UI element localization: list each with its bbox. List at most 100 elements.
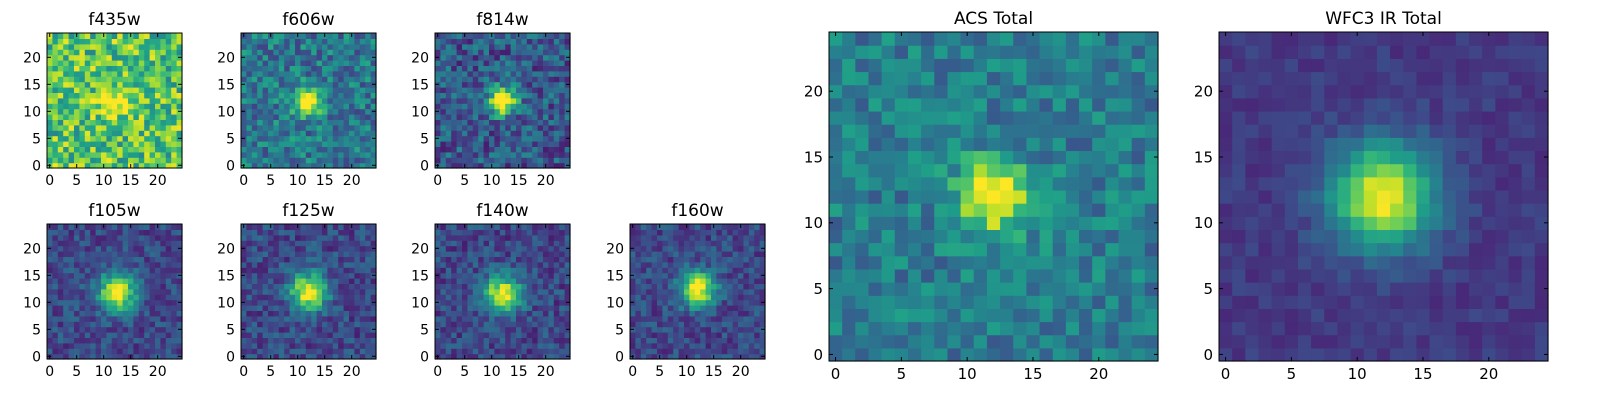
x-tick-label: 10 [95, 364, 113, 380]
heatmap-cell [117, 240, 124, 247]
heatmap-cell [47, 283, 53, 290]
heatmap-cell [165, 151, 172, 158]
heatmap-cell [456, 278, 463, 284]
heatmap-cell [149, 108, 156, 115]
x-tick-label: 5 [655, 364, 664, 380]
heatmap-cell [332, 305, 339, 311]
heatmap-cell [359, 256, 366, 263]
heatmap-cell [284, 245, 291, 252]
heatmap-cell [289, 305, 296, 311]
heatmap-cell [516, 256, 522, 263]
heatmap-cell [743, 332, 750, 338]
heatmap-cell [63, 70, 70, 77]
heatmap-cell [311, 141, 318, 147]
heatmap-cell [489, 294, 495, 301]
x-tick-label: 20 [537, 173, 555, 189]
heatmap-cell [1026, 163, 1041, 178]
heatmap-cell [365, 141, 372, 147]
heatmap-cell [257, 103, 264, 110]
heatmap-cell [117, 283, 124, 290]
heatmap-cell [160, 240, 167, 247]
heatmap-cell [160, 278, 167, 284]
heatmap-cell [370, 87, 377, 93]
heatmap-cell [138, 224, 145, 230]
heatmap-cell [268, 272, 274, 279]
heatmap-cell [759, 240, 766, 247]
heatmap-cell [144, 87, 151, 93]
heatmap-cell [95, 108, 102, 115]
heatmap-cell [149, 224, 156, 230]
heatmap-cell [47, 49, 53, 56]
heatmap-cell [537, 267, 544, 274]
heatmap-cell [907, 295, 922, 309]
heatmap-cell [160, 135, 167, 142]
heatmap-cell [117, 60, 124, 66]
heatmap-cell [499, 65, 506, 72]
heatmap-cell [149, 353, 156, 360]
heatmap-cell [451, 315, 458, 322]
heatmap-cell [322, 240, 328, 247]
heatmap-cell [160, 119, 167, 126]
heatmap-cell [246, 256, 253, 263]
heatmap-cell [483, 234, 490, 241]
heatmap-cell [494, 294, 501, 301]
heatmap-cell [1052, 176, 1067, 191]
heatmap-cell [63, 342, 70, 349]
heatmap-cell [543, 267, 549, 274]
heatmap-cell [311, 157, 318, 164]
heatmap-cell [716, 315, 723, 322]
heatmap-cell [673, 267, 680, 274]
heatmap-cell [79, 229, 86, 236]
heatmap-cell [349, 76, 355, 83]
heatmap-cell [359, 288, 366, 295]
heatmap-cell [63, 103, 70, 110]
heatmap-cell [95, 229, 102, 236]
heatmap-cell [934, 321, 949, 336]
heatmap-cell [332, 114, 339, 120]
heatmap-cell [111, 272, 118, 279]
heatmap-cell [440, 114, 447, 120]
heatmap-cell [440, 337, 447, 344]
heatmap-cell [289, 315, 296, 322]
heatmap-cell [435, 267, 441, 274]
heatmap-cell [176, 283, 183, 290]
heatmap-cell [316, 81, 323, 88]
heatmap-cell [1000, 308, 1014, 323]
heatmap-cell [133, 141, 140, 147]
heatmap-cell [74, 130, 80, 137]
heatmap-cell [160, 146, 167, 153]
heatmap-cell [472, 305, 479, 311]
heatmap-cell [711, 245, 717, 252]
heatmap-cell [921, 268, 935, 283]
heatmap-cell [359, 141, 366, 147]
heatmap-cell [635, 234, 642, 241]
heatmap-cell [95, 272, 102, 279]
heatmap-cell [316, 65, 323, 72]
heatmap-cell [947, 347, 962, 362]
heatmap-cell [343, 288, 350, 295]
heatmap-cell [662, 240, 669, 247]
heatmap-cell [445, 305, 452, 311]
heatmap-cell [553, 321, 560, 328]
heatmap-cell [689, 299, 696, 306]
heatmap-cell [165, 38, 172, 45]
heatmap-cell [332, 43, 339, 50]
axes-frame [46, 223, 183, 360]
heatmap-cell [262, 240, 269, 247]
heatmap-cell [165, 141, 172, 147]
heatmap-cell [973, 176, 988, 191]
heatmap-cell [435, 251, 441, 257]
heatmap-cell [305, 87, 312, 93]
heatmap-cell [1105, 282, 1120, 296]
heatmap-cell [284, 224, 291, 230]
heatmap-cell [79, 315, 86, 322]
heatmap-cell [532, 229, 539, 236]
heatmap-cell [90, 251, 97, 257]
heatmap-cell [338, 81, 345, 88]
heatmap-cell [316, 240, 323, 247]
heatmap-cell [165, 321, 172, 328]
heatmap-cell [684, 310, 690, 317]
y-tick-label: 0 [32, 349, 41, 365]
heatmap-cell [349, 114, 355, 120]
heatmap-cell [133, 81, 140, 88]
